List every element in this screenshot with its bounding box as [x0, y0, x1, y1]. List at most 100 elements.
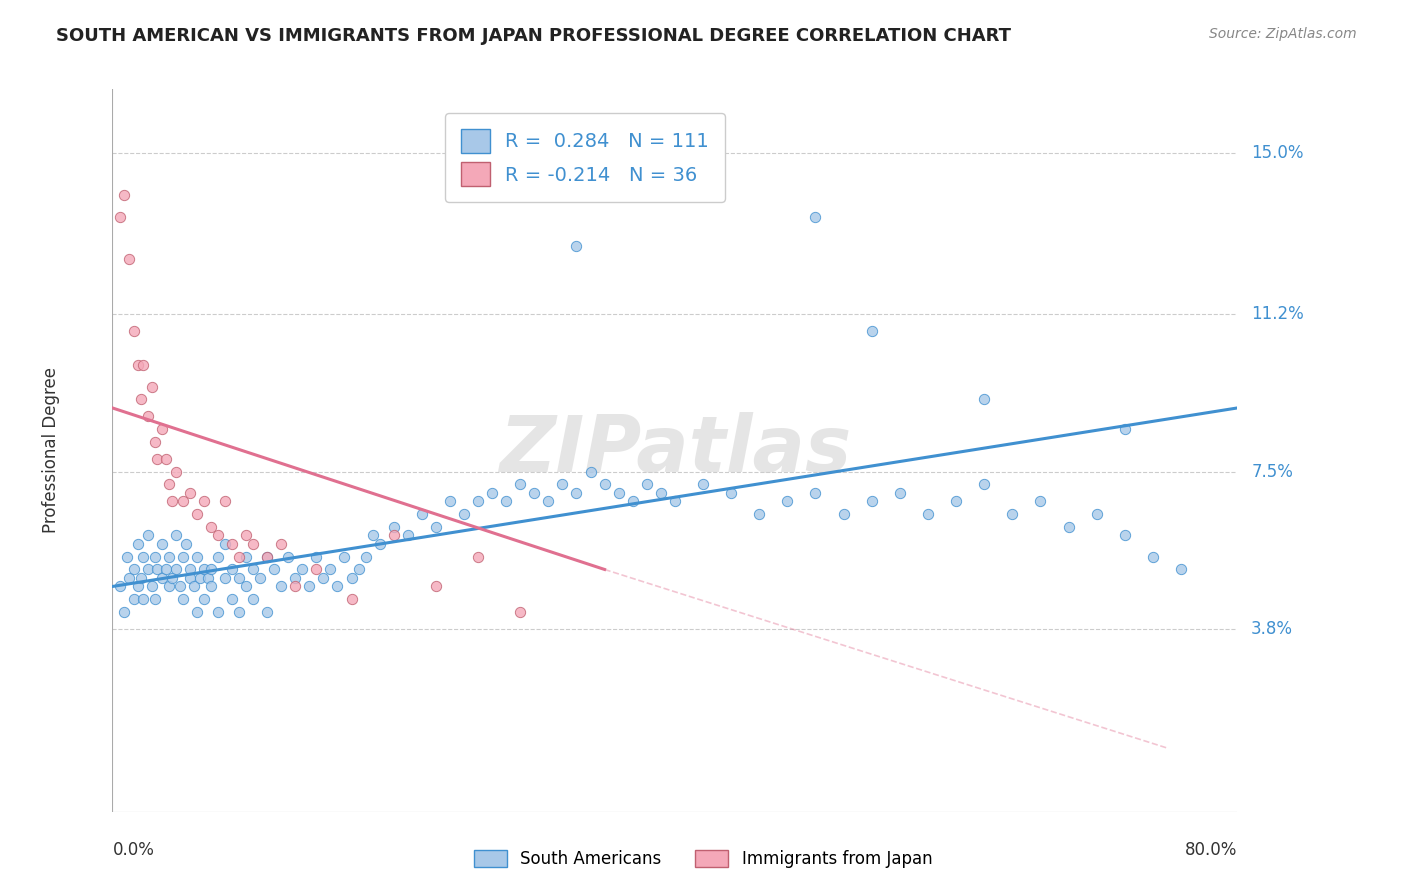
Point [172, 494, 194, 508]
Point [179, 562, 201, 576]
Point [169, 579, 191, 593]
Point [165, 528, 187, 542]
Point [298, 579, 321, 593]
Point [150, 422, 173, 436]
Point [495, 494, 517, 508]
Point [214, 537, 236, 551]
Point [207, 549, 229, 564]
Point [305, 549, 328, 564]
Point [127, 537, 149, 551]
Point [382, 528, 405, 542]
Point [579, 465, 602, 479]
Point [188, 571, 211, 585]
Point [804, 210, 827, 224]
Point [720, 486, 742, 500]
Point [228, 549, 250, 564]
Point [150, 537, 173, 551]
Point [945, 494, 967, 508]
Point [179, 486, 201, 500]
Point [207, 605, 229, 619]
Point [179, 571, 201, 585]
Point [692, 477, 714, 491]
Point [565, 239, 588, 253]
Point [200, 579, 222, 593]
Point [284, 579, 307, 593]
Point [621, 494, 644, 508]
Point [263, 562, 285, 576]
Text: 11.2%: 11.2% [1251, 305, 1303, 324]
Point [453, 507, 475, 521]
Point [1057, 520, 1080, 534]
Point [650, 486, 672, 500]
Text: 0.0%: 0.0% [112, 840, 155, 859]
Point [1170, 562, 1192, 576]
Point [242, 562, 264, 576]
Point [118, 571, 141, 585]
Point [200, 520, 222, 534]
Point [291, 562, 314, 576]
Point [312, 571, 335, 585]
Point [333, 549, 356, 564]
Point [235, 549, 257, 564]
Point [197, 571, 219, 585]
Point [129, 392, 152, 407]
Point [228, 605, 250, 619]
Point [1114, 422, 1136, 436]
Point [108, 579, 131, 593]
Text: 3.8%: 3.8% [1251, 620, 1294, 638]
Point [186, 507, 208, 521]
Point [242, 592, 264, 607]
Point [141, 380, 163, 394]
Point [607, 486, 630, 500]
Point [319, 562, 342, 576]
Point [193, 494, 215, 508]
Point [804, 486, 827, 500]
Point [551, 477, 574, 491]
Point [439, 494, 461, 508]
Point [193, 592, 215, 607]
Point [467, 494, 489, 508]
Point [537, 494, 560, 508]
Point [165, 465, 187, 479]
Point [270, 537, 292, 551]
Text: Professional Degree: Professional Degree [42, 368, 59, 533]
Point [242, 537, 264, 551]
Point [776, 494, 799, 508]
Text: ZIPatlas: ZIPatlas [499, 412, 851, 489]
Point [132, 359, 155, 373]
Point [305, 562, 328, 576]
Point [832, 507, 855, 521]
Legend: South Americans, Immigrants from Japan: South Americans, Immigrants from Japan [467, 843, 939, 875]
Point [354, 549, 377, 564]
Point [361, 528, 384, 542]
Point [155, 452, 177, 467]
Point [1029, 494, 1052, 508]
Point [1114, 528, 1136, 542]
Point [228, 571, 250, 585]
Point [127, 579, 149, 593]
Point [193, 562, 215, 576]
Point [221, 537, 243, 551]
Point [425, 520, 447, 534]
Point [132, 592, 155, 607]
Point [340, 571, 363, 585]
Point [256, 549, 278, 564]
Point [509, 477, 531, 491]
Point [129, 571, 152, 585]
Point [396, 528, 419, 542]
Text: Source: ZipAtlas.com: Source: ZipAtlas.com [1209, 27, 1357, 41]
Point [115, 549, 138, 564]
Point [368, 537, 391, 551]
Point [860, 494, 883, 508]
Point [186, 605, 208, 619]
Point [277, 549, 299, 564]
Point [146, 452, 169, 467]
Text: 7.5%: 7.5% [1251, 463, 1294, 481]
Point [174, 537, 197, 551]
Point [1085, 507, 1108, 521]
Point [636, 477, 658, 491]
Point [127, 359, 149, 373]
Text: 15.0%: 15.0% [1251, 144, 1303, 162]
Point [481, 486, 503, 500]
Point [284, 571, 307, 585]
